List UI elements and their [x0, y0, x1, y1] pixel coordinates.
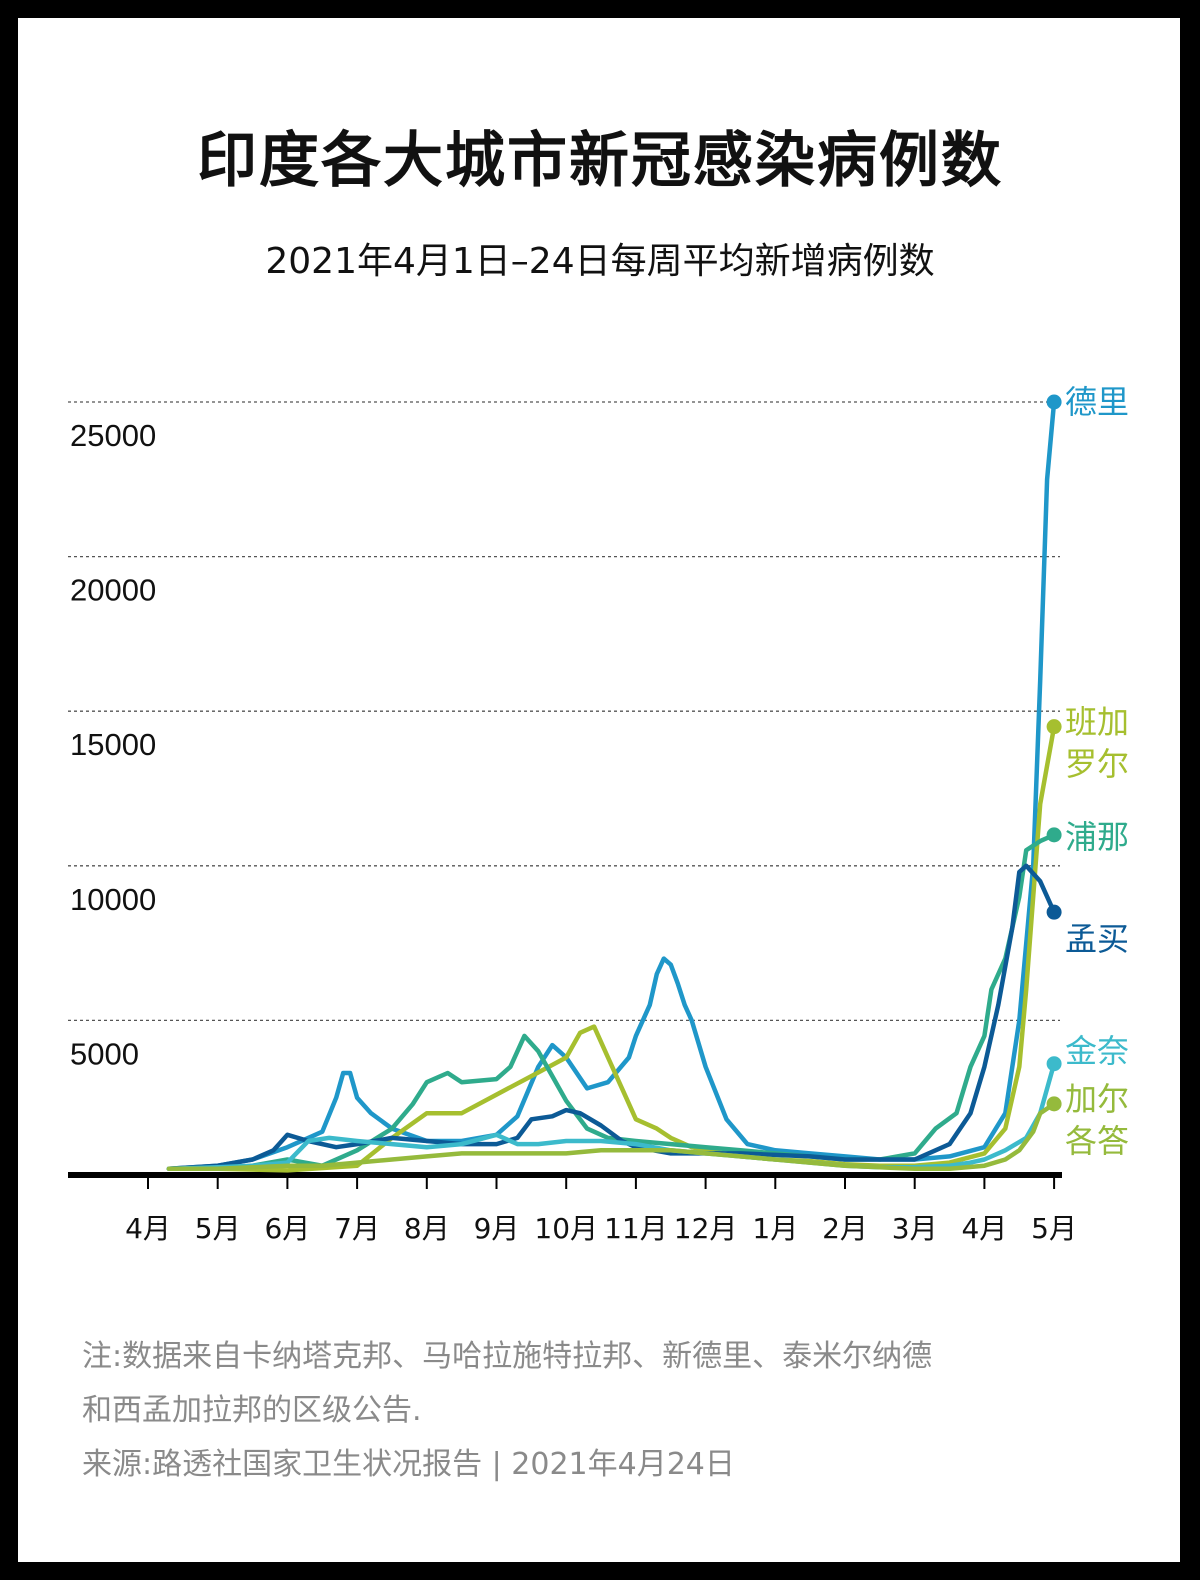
x-tick-label: 2月 [822, 1212, 868, 1245]
series-label: 德里 [1065, 383, 1129, 421]
chart-subtitle: 2021年4月1日–24日每周平均新增病例数 [265, 241, 935, 282]
x-tick-label: 12月 [674, 1212, 738, 1245]
y-tick-label: 25000 [70, 418, 156, 453]
x-tick-label: 8月 [404, 1212, 450, 1245]
series-label: 班加 [1065, 703, 1129, 741]
series-label: 各答 [1065, 1122, 1129, 1160]
series-line [166, 724, 1057, 1173]
x-tick-label: 6月 [264, 1212, 310, 1245]
series-end-marker [1046, 394, 1062, 410]
note-line-1: 注:数据来自卡纳塔克邦、马哈拉施特拉邦、新德里、泰米尔纳德 [82, 1339, 933, 1374]
note-line-2: 和西孟加拉邦的区级公告. [82, 1393, 422, 1428]
series-end-marker [1046, 1056, 1062, 1072]
chart-title: 印度各大城市新冠感染病例数 [197, 126, 1003, 196]
series-end-marker [1046, 904, 1062, 920]
x-tick-label: 1月 [752, 1212, 798, 1245]
x-tick-label: 5月 [195, 1212, 241, 1245]
series-line [166, 832, 1057, 1172]
y-tick-label: 5000 [70, 1036, 139, 1071]
series-line [166, 1101, 1057, 1172]
chart-notes: 注:数据来自卡纳塔克邦、马哈拉施特拉邦、新德里、泰米尔纳德 和西孟加拉邦的区级公… [82, 1330, 1132, 1492]
y-tick-label: 15000 [70, 727, 156, 762]
series-label: 金奈 [1065, 1032, 1129, 1070]
x-tick-label: 10月 [534, 1212, 598, 1245]
y-tick-label: 20000 [70, 573, 156, 608]
series-label: 浦那 [1065, 818, 1129, 856]
source-line: 来源:路透社国家卫生状况报告 | 2021年4月24日 [82, 1447, 735, 1482]
series-label: 罗尔 [1065, 745, 1129, 783]
series-label: 加尔 [1065, 1080, 1129, 1118]
series-end-marker [1046, 719, 1062, 735]
x-tick-label: 9月 [474, 1212, 520, 1245]
x-tick-label: 5月 [1031, 1212, 1077, 1245]
y-tick-label: 10000 [70, 882, 156, 917]
x-tick-label: 11月 [604, 1212, 668, 1245]
series-line [166, 863, 1057, 1172]
x-tick-label: 3月 [892, 1212, 938, 1245]
chart-card [18, 18, 1180, 1562]
x-tick-label: 4月 [125, 1212, 171, 1245]
series-end-marker [1046, 827, 1062, 843]
series-label: 孟买 [1065, 920, 1129, 958]
series-end-marker [1046, 1096, 1062, 1112]
x-tick-label: 7月 [334, 1212, 380, 1245]
series-line [166, 1061, 1057, 1172]
series-line [166, 399, 1057, 1172]
x-tick-label: 4月 [961, 1212, 1007, 1245]
